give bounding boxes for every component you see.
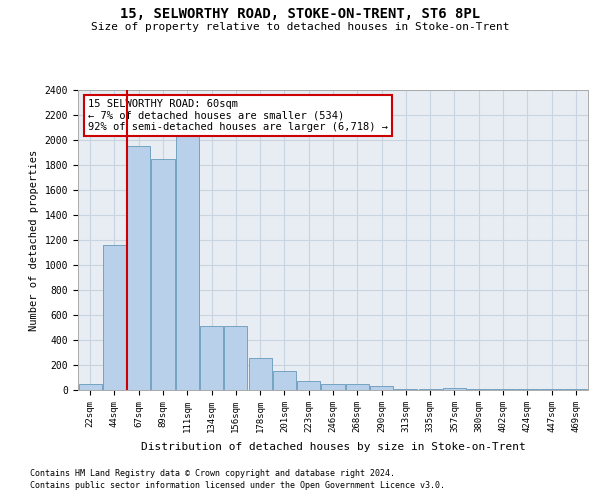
Bar bbox=[540, 389, 563, 390]
Bar bbox=[103, 245, 126, 390]
Bar bbox=[443, 388, 466, 390]
Bar bbox=[273, 370, 296, 390]
Bar bbox=[370, 386, 393, 390]
Text: Contains HM Land Registry data © Crown copyright and database right 2024.: Contains HM Land Registry data © Crown c… bbox=[30, 468, 395, 477]
Bar bbox=[394, 389, 418, 390]
Text: Contains public sector information licensed under the Open Government Licence v3: Contains public sector information licen… bbox=[30, 481, 445, 490]
Text: Distribution of detached houses by size in Stoke-on-Trent: Distribution of detached houses by size … bbox=[140, 442, 526, 452]
Bar bbox=[79, 384, 101, 390]
Bar bbox=[176, 134, 199, 390]
Bar bbox=[248, 358, 272, 390]
Text: 15 SELWORTHY ROAD: 60sqm
← 7% of detached houses are smaller (534)
92% of semi-d: 15 SELWORTHY ROAD: 60sqm ← 7% of detache… bbox=[88, 99, 388, 132]
Bar bbox=[297, 380, 320, 390]
Bar bbox=[346, 384, 369, 390]
Bar bbox=[200, 326, 223, 390]
Bar bbox=[565, 389, 587, 390]
Bar bbox=[224, 326, 247, 390]
Bar bbox=[419, 389, 442, 390]
Bar bbox=[322, 384, 344, 390]
Y-axis label: Number of detached properties: Number of detached properties bbox=[29, 150, 39, 330]
Bar bbox=[151, 159, 175, 390]
Bar bbox=[467, 389, 490, 390]
Bar bbox=[516, 389, 539, 390]
Text: 15, SELWORTHY ROAD, STOKE-ON-TRENT, ST6 8PL: 15, SELWORTHY ROAD, STOKE-ON-TRENT, ST6 … bbox=[120, 8, 480, 22]
Bar bbox=[127, 146, 150, 390]
Bar bbox=[491, 389, 515, 390]
Text: Size of property relative to detached houses in Stoke-on-Trent: Size of property relative to detached ho… bbox=[91, 22, 509, 32]
